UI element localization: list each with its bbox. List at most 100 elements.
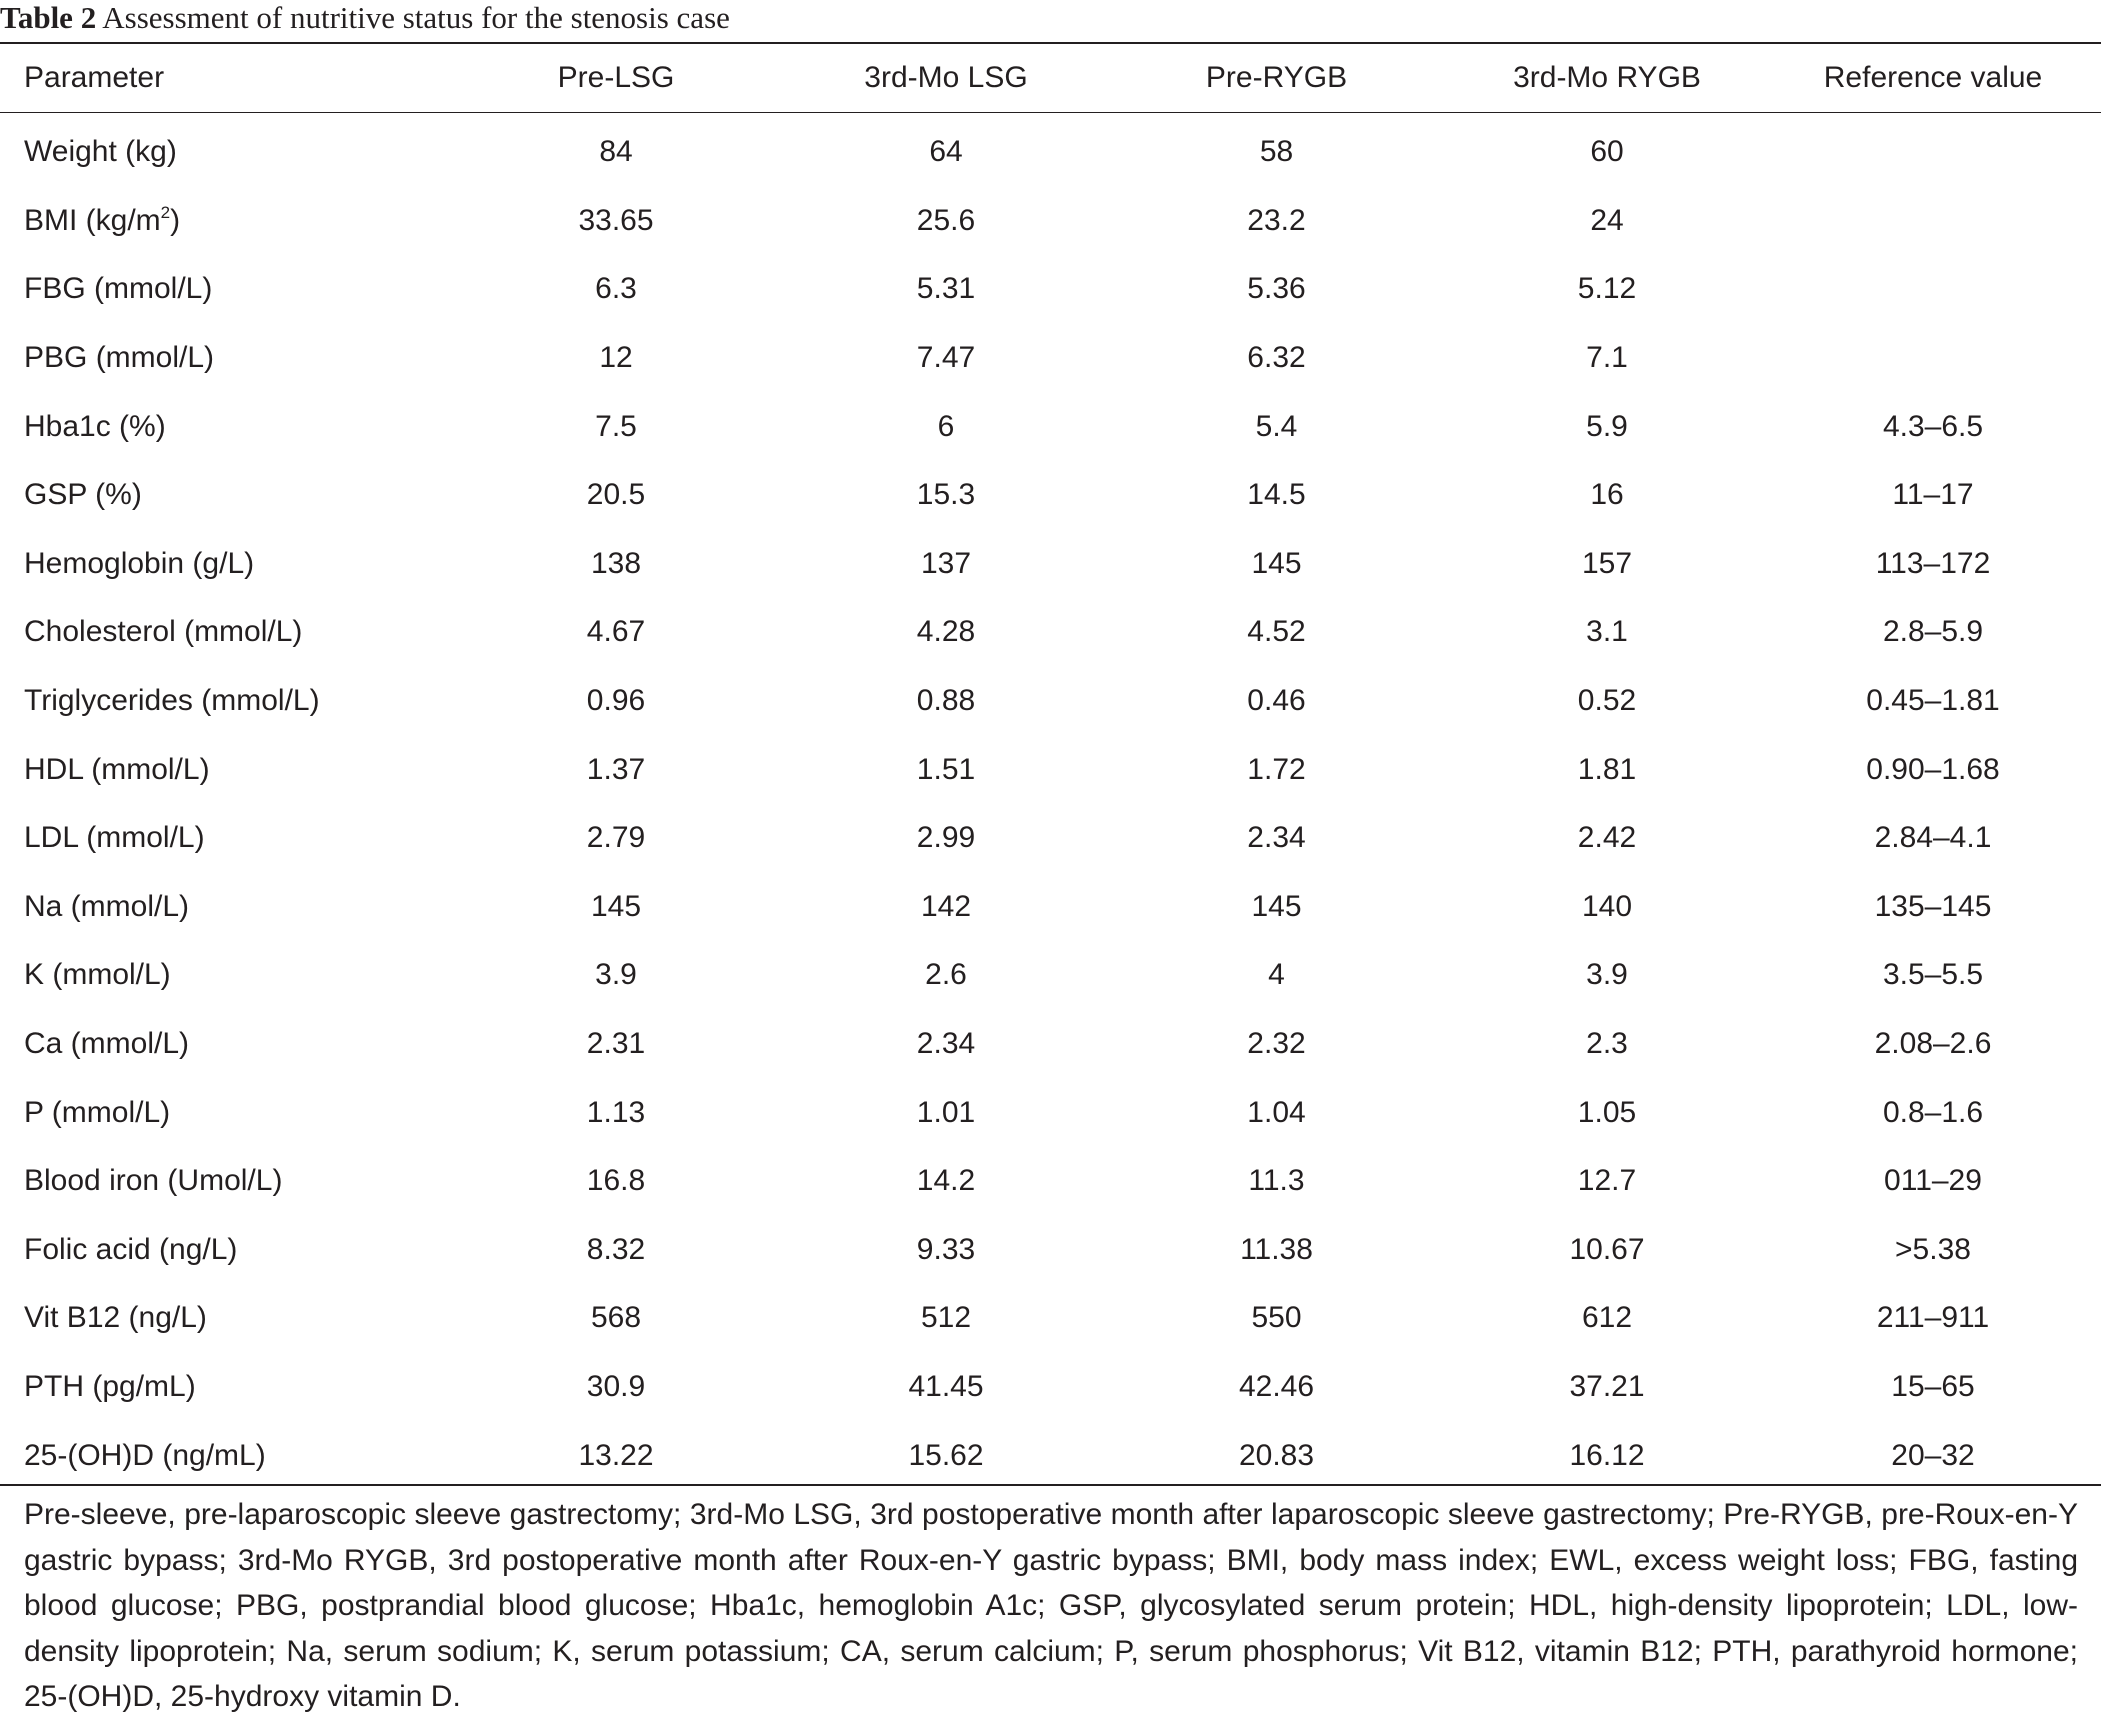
parameter-cell: Weight (kg) <box>24 135 177 169</box>
value-cell: 2.34 <box>1247 821 1306 855</box>
value-cell: 30.9 <box>586 1369 646 1403</box>
parameter-cell: LDL (mmol/L) <box>24 821 205 855</box>
value-cell: 11–17 <box>1892 478 1974 512</box>
column-header: Parameter <box>24 61 165 94</box>
table-row: PBG (mmol/L) 12 7.47 6.32 7.1 <box>0 324 2101 393</box>
value-cell: 64 <box>929 135 963 169</box>
value-cell: 1.72 <box>1247 752 1306 786</box>
parameter-cell: Cholesterol (mmol/L) <box>24 615 303 649</box>
value-cell: 5.36 <box>1247 272 1306 306</box>
parameter-cell: GSP (%) <box>24 478 142 512</box>
value-cell: 5.9 <box>1586 409 1628 443</box>
value-cell: 4.28 <box>916 615 976 649</box>
value-cell: 2.08–2.6 <box>1874 1027 1992 1061</box>
table-body: Weight (kg) 84 64 58 60 BMI (kg/m2) 33.65 25.6 2… <box>0 112 2101 1490</box>
value-cell: 16.12 <box>1569 1438 1645 1472</box>
table-row: BMI (kg/m2) 33.65 25.6 23.2 24 <box>0 187 2101 256</box>
table-caption: Table 2 Assessment of nutritive status f… <box>0 0 730 40</box>
parameter-cell: Blood iron (Umol/L) <box>24 1164 283 1198</box>
value-cell: 140 <box>1581 889 1633 923</box>
value-cell: 11.3 <box>1248 1164 1305 1198</box>
value-cell: 15.3 <box>916 478 976 512</box>
value-cell: 1.04 <box>1247 1095 1306 1129</box>
value-cell: 15.62 <box>908 1438 984 1472</box>
table-row: Cholesterol (mmol/L) 4.67 4.28 4.52 3.1 2.8–5… <box>0 598 2101 667</box>
parameter-cell: PBG (mmol/L) <box>24 341 215 375</box>
value-cell: 1.13 <box>586 1095 646 1129</box>
value-cell: 550 <box>1251 1301 1302 1335</box>
column-header: 3rd-Mo LSG <box>864 61 1028 94</box>
table-row: Folic acid (ng/L) 8.32 9.33 11.38 10.67 >5.38 <box>0 1216 2101 1285</box>
value-cell: 0.45–1.81 <box>1866 684 2000 718</box>
value-cell: 145 <box>590 889 642 923</box>
value-cell: 1.81 <box>1577 752 1637 786</box>
value-cell: 23.2 <box>1247 203 1306 237</box>
table-row: Hemoglobin (g/L) 138 137 145 157 113–172 <box>0 530 2101 599</box>
parameter-cell: Na (mmol/L) <box>24 889 190 923</box>
value-cell: 0.90–1.68 <box>1866 752 2000 786</box>
value-cell: 0.52 <box>1577 684 1637 718</box>
value-cell: 2.99 <box>916 821 976 855</box>
bottom-rule <box>0 1484 2101 1486</box>
value-cell: 15–65 <box>1891 1369 1975 1403</box>
value-cell: 011–29 <box>1884 1164 1982 1198</box>
table-row: Ca (mmol/L) 2.31 2.34 2.32 2.3 2.08–2.6 <box>0 1010 2101 1079</box>
value-cell: 14.5 <box>1247 478 1306 512</box>
value-cell: 7.5 <box>595 409 637 443</box>
value-cell: 1.01 <box>916 1095 976 1129</box>
nutritive-status-table: Parameter Pre-LSG 3rd-Mo LSG Pre-RYGB 3r… <box>0 44 2101 1490</box>
value-cell: 135–145 <box>1874 889 1992 923</box>
parameter-cell: BMI (kg/m2) <box>24 202 181 237</box>
parameter-cell: Hba1c (%) <box>24 409 166 443</box>
table-label: Table 2 <box>0 0 97 35</box>
table-row: Na (mmol/L) 145 142 145 140 135–145 <box>0 873 2101 942</box>
value-cell: 2.34 <box>916 1027 976 1061</box>
value-cell: 37.21 <box>1569 1369 1645 1403</box>
table-row: GSP (%) 20.5 15.3 14.5 16 11–17 <box>0 461 2101 530</box>
value-cell: 58 <box>1259 135 1294 169</box>
header-row: Parameter Pre-LSG 3rd-Mo LSG Pre-RYGB 3r… <box>0 44 2101 112</box>
value-cell: 25.6 <box>916 203 976 237</box>
value-cell: 20.5 <box>586 478 646 512</box>
table-footnote: Pre-sleeve, pre-laparoscopic sleeve gast… <box>24 1498 2078 1713</box>
table-row: Triglycerides (mmol/L) 0.96 0.88 0.46 0.52 0.… <box>0 667 2101 736</box>
value-cell: 6 <box>937 409 955 443</box>
parameter-cell: HDL (mmol/L) <box>24 752 210 786</box>
value-cell <box>1765 112 2101 187</box>
value-cell: 2.6 <box>925 958 967 992</box>
parameter-cell: Ca (mmol/L) <box>24 1027 190 1061</box>
parameter-cell: Folic acid (ng/L) <box>24 1232 238 1266</box>
value-cell: 0.8–1.6 <box>1882 1095 1984 1129</box>
value-cell: 2.8–5.9 <box>1882 615 1984 649</box>
value-cell: 2.84–4.1 <box>1874 821 1992 855</box>
value-cell: 568 <box>590 1301 642 1335</box>
value-cell: 6.3 <box>595 272 637 306</box>
value-cell: 41.45 <box>908 1369 984 1403</box>
parameter-cell: 25-(OH)D (ng/mL) <box>24 1438 266 1472</box>
value-cell: 13.22 <box>578 1438 654 1472</box>
header-rule <box>0 112 2101 113</box>
value-cell: 2.42 <box>1577 821 1637 855</box>
value-cell: 4.3–6.5 <box>1882 409 1984 443</box>
value-cell: 2.32 <box>1247 1027 1306 1061</box>
parameter-cell: PTH (pg/mL) <box>24 1369 196 1403</box>
value-cell: 16 <box>1590 478 1624 512</box>
value-cell: 2.3 <box>1586 1027 1628 1061</box>
value-cell: 4 <box>1268 958 1285 992</box>
column-header: 3rd-Mo RYGB <box>1513 61 1701 94</box>
value-cell: 60 <box>1590 135 1624 169</box>
value-cell <box>1765 255 2101 324</box>
value-cell: 3.9 <box>595 958 637 992</box>
parameter-cell: Hemoglobin (g/L) <box>24 546 255 580</box>
value-cell: 7.1 <box>1586 341 1628 375</box>
value-cell: 0.88 <box>916 684 976 718</box>
value-cell: 5.31 <box>916 272 976 306</box>
value-cell: 20–32 <box>1891 1438 1975 1472</box>
value-cell: 157 <box>1581 546 1633 580</box>
table-row: K (mmol/L) 3.9 2.6 4 3.9 3.5–5.5 <box>0 941 2101 1010</box>
value-cell: 512 <box>920 1301 972 1335</box>
top-rule <box>0 42 2101 44</box>
table-row: 25-(OH)D (ng/mL) 13.22 15.62 20.83 16.12 20–3… <box>0 1421 2101 1490</box>
value-cell: 24 <box>1590 203 1624 237</box>
value-cell: 0.46 <box>1247 684 1306 718</box>
